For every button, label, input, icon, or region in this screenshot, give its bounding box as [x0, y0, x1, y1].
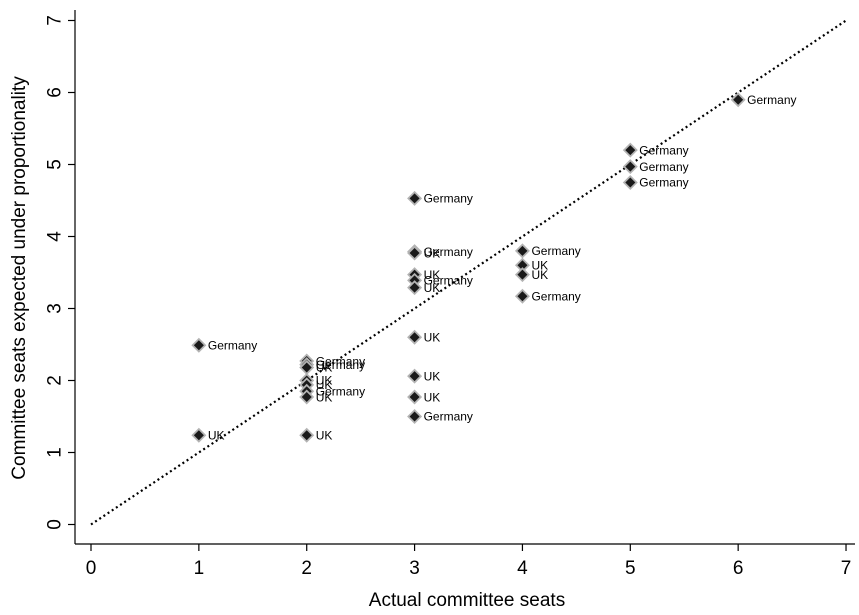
- data-point: Germany: [407, 409, 473, 424]
- y-tick-label: 6: [45, 87, 66, 98]
- marker: [409, 248, 420, 259]
- data-point: Germany: [514, 288, 581, 304]
- point-label: Germany: [424, 274, 473, 288]
- y-tick-label: 5: [45, 159, 66, 170]
- point-label: UK: [424, 390, 441, 404]
- data-point: UK: [299, 427, 333, 443]
- marker: [625, 145, 636, 156]
- point-label: UK: [316, 374, 333, 388]
- point-label: Germany: [639, 143, 688, 157]
- data-point: Germany: [191, 337, 257, 353]
- data-point: UK: [514, 267, 548, 283]
- point-label: UK: [531, 259, 548, 273]
- y-tick-label: 0: [45, 519, 66, 530]
- data-point: UK: [514, 257, 548, 273]
- marker: [409, 193, 420, 204]
- x-tick-label: 0: [86, 558, 97, 579]
- point-label: UK: [424, 281, 441, 295]
- data-point: UK: [407, 245, 441, 261]
- point-label: UK: [316, 378, 333, 392]
- point-label: UK: [424, 369, 441, 383]
- data-points: GermanyUKGermanyGermanyUKUKUKGermanyUKUK…: [191, 92, 797, 443]
- data-point: Germany: [622, 159, 689, 175]
- point-label: Germany: [424, 245, 473, 259]
- y-tick-label: 2: [45, 375, 66, 386]
- point-label: UK: [531, 268, 548, 282]
- marker: [625, 177, 636, 188]
- x-tick-label: 1: [194, 558, 205, 579]
- data-point: UK: [299, 360, 333, 376]
- x-tick-label: 5: [625, 558, 636, 579]
- y-tick-label: 4: [45, 231, 66, 242]
- point-label: UK: [208, 428, 225, 442]
- reference-line: [90, 19, 847, 526]
- data-point: UK: [407, 280, 441, 296]
- point-label: Germany: [531, 289, 580, 303]
- x-tick-label: 2: [301, 558, 312, 579]
- y-axis-title: Committee seats expected under proportio…: [9, 76, 30, 480]
- marker: [733, 94, 744, 105]
- data-point: Germany: [407, 190, 473, 206]
- point-label: Germany: [316, 354, 365, 368]
- data-point: Germany: [730, 92, 797, 108]
- point-label: Germany: [424, 192, 473, 206]
- marker: [301, 430, 312, 441]
- marker: [193, 430, 204, 441]
- y-tick-label: 3: [45, 303, 66, 314]
- data-point: UK: [407, 368, 441, 384]
- point-label: UK: [424, 331, 441, 345]
- point-label: Germany: [747, 93, 796, 107]
- marker: [193, 340, 204, 351]
- y-tick-label: 7: [45, 15, 66, 26]
- data-point: UK: [407, 389, 441, 405]
- point-label: UK: [424, 246, 441, 260]
- data-point: UK: [407, 329, 441, 345]
- x-axis-title: Actual committee seats: [369, 590, 565, 611]
- point-label: Germany: [531, 244, 580, 258]
- data-point: Germany: [622, 142, 689, 158]
- x-axis-ticks: 0 1 2 3 4 5 6 7: [86, 544, 852, 579]
- marker: [301, 392, 312, 403]
- marker: [517, 245, 528, 256]
- marker: [409, 411, 420, 422]
- y-axis-ticks: 0 1 2 3 4 5 6 7: [45, 15, 75, 530]
- point-label: Germany: [208, 338, 257, 352]
- marker: [409, 392, 420, 403]
- data-point: UK: [191, 427, 225, 443]
- point-label: Germany: [639, 160, 688, 174]
- point-label: Germany: [424, 410, 473, 424]
- marker: [409, 371, 420, 382]
- marker: [517, 291, 528, 302]
- y-tick-label: 1: [45, 447, 66, 458]
- marker: [517, 269, 528, 280]
- x-tick-label: 3: [409, 558, 420, 579]
- marker: [625, 161, 636, 172]
- point-label: UK: [316, 361, 333, 375]
- data-point: Germany: [622, 175, 689, 190]
- point-label: UK: [424, 268, 441, 282]
- marker: [301, 362, 312, 373]
- marker: [409, 332, 420, 343]
- marker: [517, 260, 528, 271]
- point-label: UK: [316, 428, 333, 442]
- point-label: UK: [316, 390, 333, 404]
- point-label: Germany: [316, 358, 365, 372]
- point-label: Germany: [639, 176, 688, 190]
- x-tick-label: 4: [517, 558, 528, 579]
- point-label: Germany: [316, 385, 365, 399]
- data-point: UK: [299, 389, 333, 405]
- x-tick-label: 7: [841, 558, 852, 579]
- marker: [409, 282, 420, 293]
- data-point: Germany: [514, 243, 581, 259]
- x-tick-label: 6: [733, 558, 744, 579]
